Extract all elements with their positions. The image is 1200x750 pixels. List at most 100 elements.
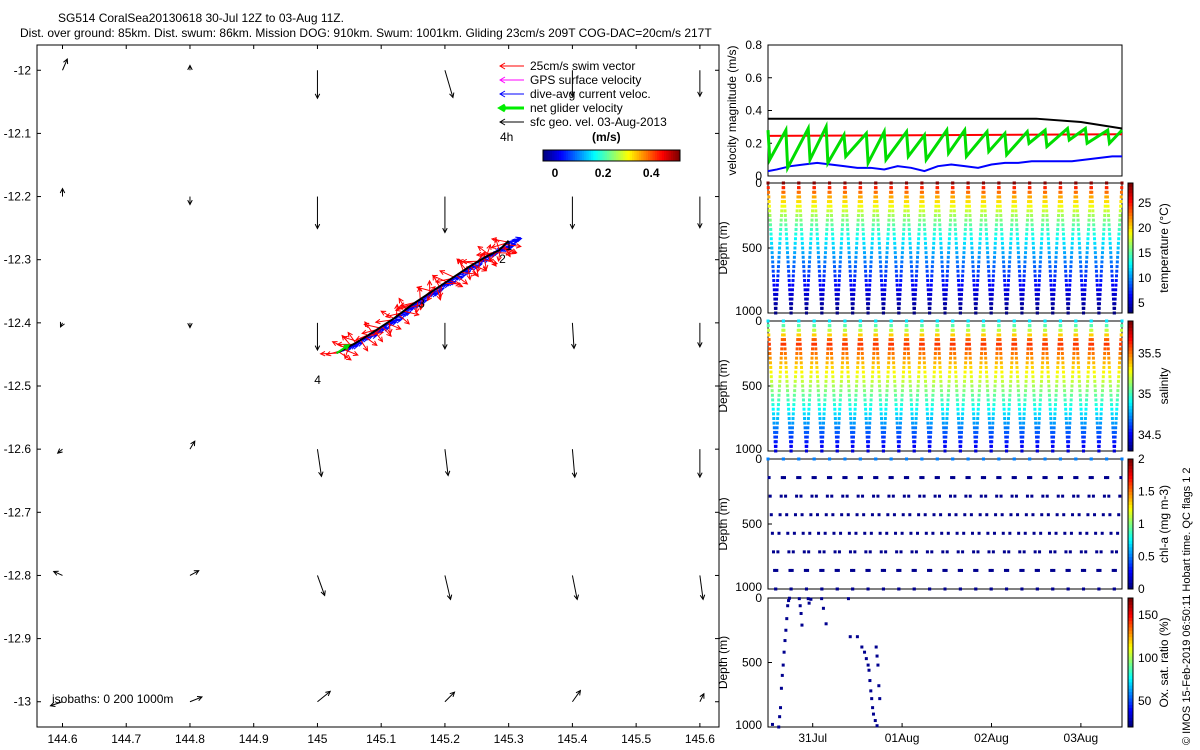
temperature-point bbox=[830, 218, 834, 222]
temperature-point bbox=[866, 311, 870, 315]
temperature-point bbox=[966, 186, 970, 190]
temperature-point bbox=[934, 204, 938, 208]
temperature-point bbox=[1082, 302, 1086, 306]
temperature-point bbox=[1059, 195, 1063, 199]
chla-point bbox=[1111, 568, 1115, 572]
temperature-point bbox=[800, 241, 804, 245]
temperature-point bbox=[1032, 251, 1036, 255]
chla-point bbox=[1084, 550, 1088, 554]
salinity-point bbox=[1078, 384, 1082, 388]
temperature-point bbox=[804, 297, 808, 301]
salinity-point bbox=[811, 333, 815, 337]
temperature-point bbox=[916, 251, 920, 255]
salinity-point bbox=[973, 435, 977, 439]
chla-point bbox=[885, 531, 889, 535]
temperature-point bbox=[869, 255, 873, 259]
temperature-point bbox=[909, 260, 913, 264]
temperature-point bbox=[1079, 265, 1083, 269]
salinity-point bbox=[1120, 324, 1124, 328]
temperature-point bbox=[920, 186, 924, 190]
oxsat-colorbar-cell bbox=[1128, 691, 1133, 696]
temperature-point bbox=[914, 279, 918, 282]
oxsat-point bbox=[821, 606, 825, 610]
temperature-point bbox=[810, 214, 814, 217]
salinity-point bbox=[898, 426, 902, 430]
salinity-point bbox=[1108, 370, 1112, 374]
temperature-point bbox=[1073, 195, 1077, 199]
salinity-point bbox=[936, 333, 940, 337]
chla-point bbox=[1077, 513, 1081, 517]
temperature-point bbox=[898, 292, 902, 296]
salinity-point bbox=[833, 412, 837, 416]
chla-point bbox=[845, 494, 849, 498]
oxsat-point bbox=[785, 617, 789, 621]
chla-point bbox=[1023, 531, 1027, 535]
salinity-point bbox=[883, 430, 887, 434]
salinity-point bbox=[834, 430, 838, 434]
salinity-point bbox=[879, 407, 883, 411]
chla-point bbox=[1094, 531, 1098, 535]
salinity-point bbox=[987, 407, 991, 411]
salinity-point bbox=[946, 393, 950, 397]
temperature-point bbox=[982, 195, 986, 199]
chla-colorbar-cell bbox=[1128, 475, 1133, 479]
salinity-point bbox=[1006, 430, 1010, 434]
salinity-point bbox=[882, 440, 886, 444]
temperature-point bbox=[1061, 223, 1065, 227]
salinity-point bbox=[1075, 342, 1079, 346]
salinity-point bbox=[786, 389, 790, 393]
temperature-point bbox=[1078, 260, 1082, 264]
swim-vector bbox=[455, 275, 468, 285]
chla-point bbox=[936, 476, 940, 480]
salinity-point bbox=[838, 398, 842, 402]
salinity-point bbox=[991, 412, 995, 416]
dac-vector-head bbox=[383, 326, 390, 332]
temperature-point bbox=[922, 218, 926, 222]
salinity-point bbox=[1037, 426, 1041, 430]
chla-point bbox=[923, 513, 927, 517]
salinity-point bbox=[1054, 389, 1058, 393]
salinity-point bbox=[923, 365, 927, 369]
temperature-point bbox=[1046, 223, 1050, 227]
salinity-point bbox=[871, 365, 875, 369]
salinity-point bbox=[1099, 421, 1103, 425]
salinity-point bbox=[1035, 435, 1039, 439]
temperature-point bbox=[930, 279, 934, 282]
temperature-point bbox=[1065, 297, 1069, 301]
salinity-point bbox=[995, 356, 999, 360]
chla-point bbox=[1089, 457, 1093, 461]
salinity-point bbox=[789, 444, 793, 448]
salinity-colorbar-cell bbox=[1128, 405, 1133, 410]
geo-vector-head bbox=[697, 472, 703, 479]
oxsat-colorbar-cell bbox=[1128, 601, 1133, 605]
salinity-point bbox=[1043, 324, 1047, 328]
salinity-point bbox=[844, 333, 848, 337]
salinity-point bbox=[822, 417, 826, 420]
temperature-point bbox=[1113, 306, 1117, 310]
salinity-point bbox=[772, 421, 776, 425]
swim-vector-head bbox=[426, 295, 433, 302]
salinity-point bbox=[942, 435, 946, 439]
salinity-point bbox=[1059, 328, 1063, 332]
salinity-point bbox=[1002, 403, 1006, 407]
salinity-point bbox=[994, 365, 998, 369]
salinity-point bbox=[957, 430, 961, 434]
temperature-point bbox=[856, 227, 860, 231]
temperature-point bbox=[944, 292, 948, 296]
salinity-colorbar-cell bbox=[1128, 441, 1133, 445]
chla-point bbox=[1075, 476, 1079, 480]
salinity-point bbox=[941, 407, 945, 411]
salinity-point bbox=[883, 417, 887, 420]
salinity-point bbox=[850, 430, 854, 434]
temperature-point bbox=[954, 237, 958, 241]
temperature-point bbox=[1098, 297, 1102, 301]
temperature-point bbox=[852, 288, 856, 292]
temperature-point bbox=[1058, 195, 1062, 199]
chla-point bbox=[1019, 568, 1023, 572]
salinity-point bbox=[1060, 352, 1064, 355]
salinity-point bbox=[823, 403, 827, 407]
salinity-point bbox=[889, 324, 893, 328]
temperature-point bbox=[1090, 190, 1094, 194]
salinity-point bbox=[833, 417, 837, 420]
temperature-point bbox=[1070, 246, 1074, 250]
